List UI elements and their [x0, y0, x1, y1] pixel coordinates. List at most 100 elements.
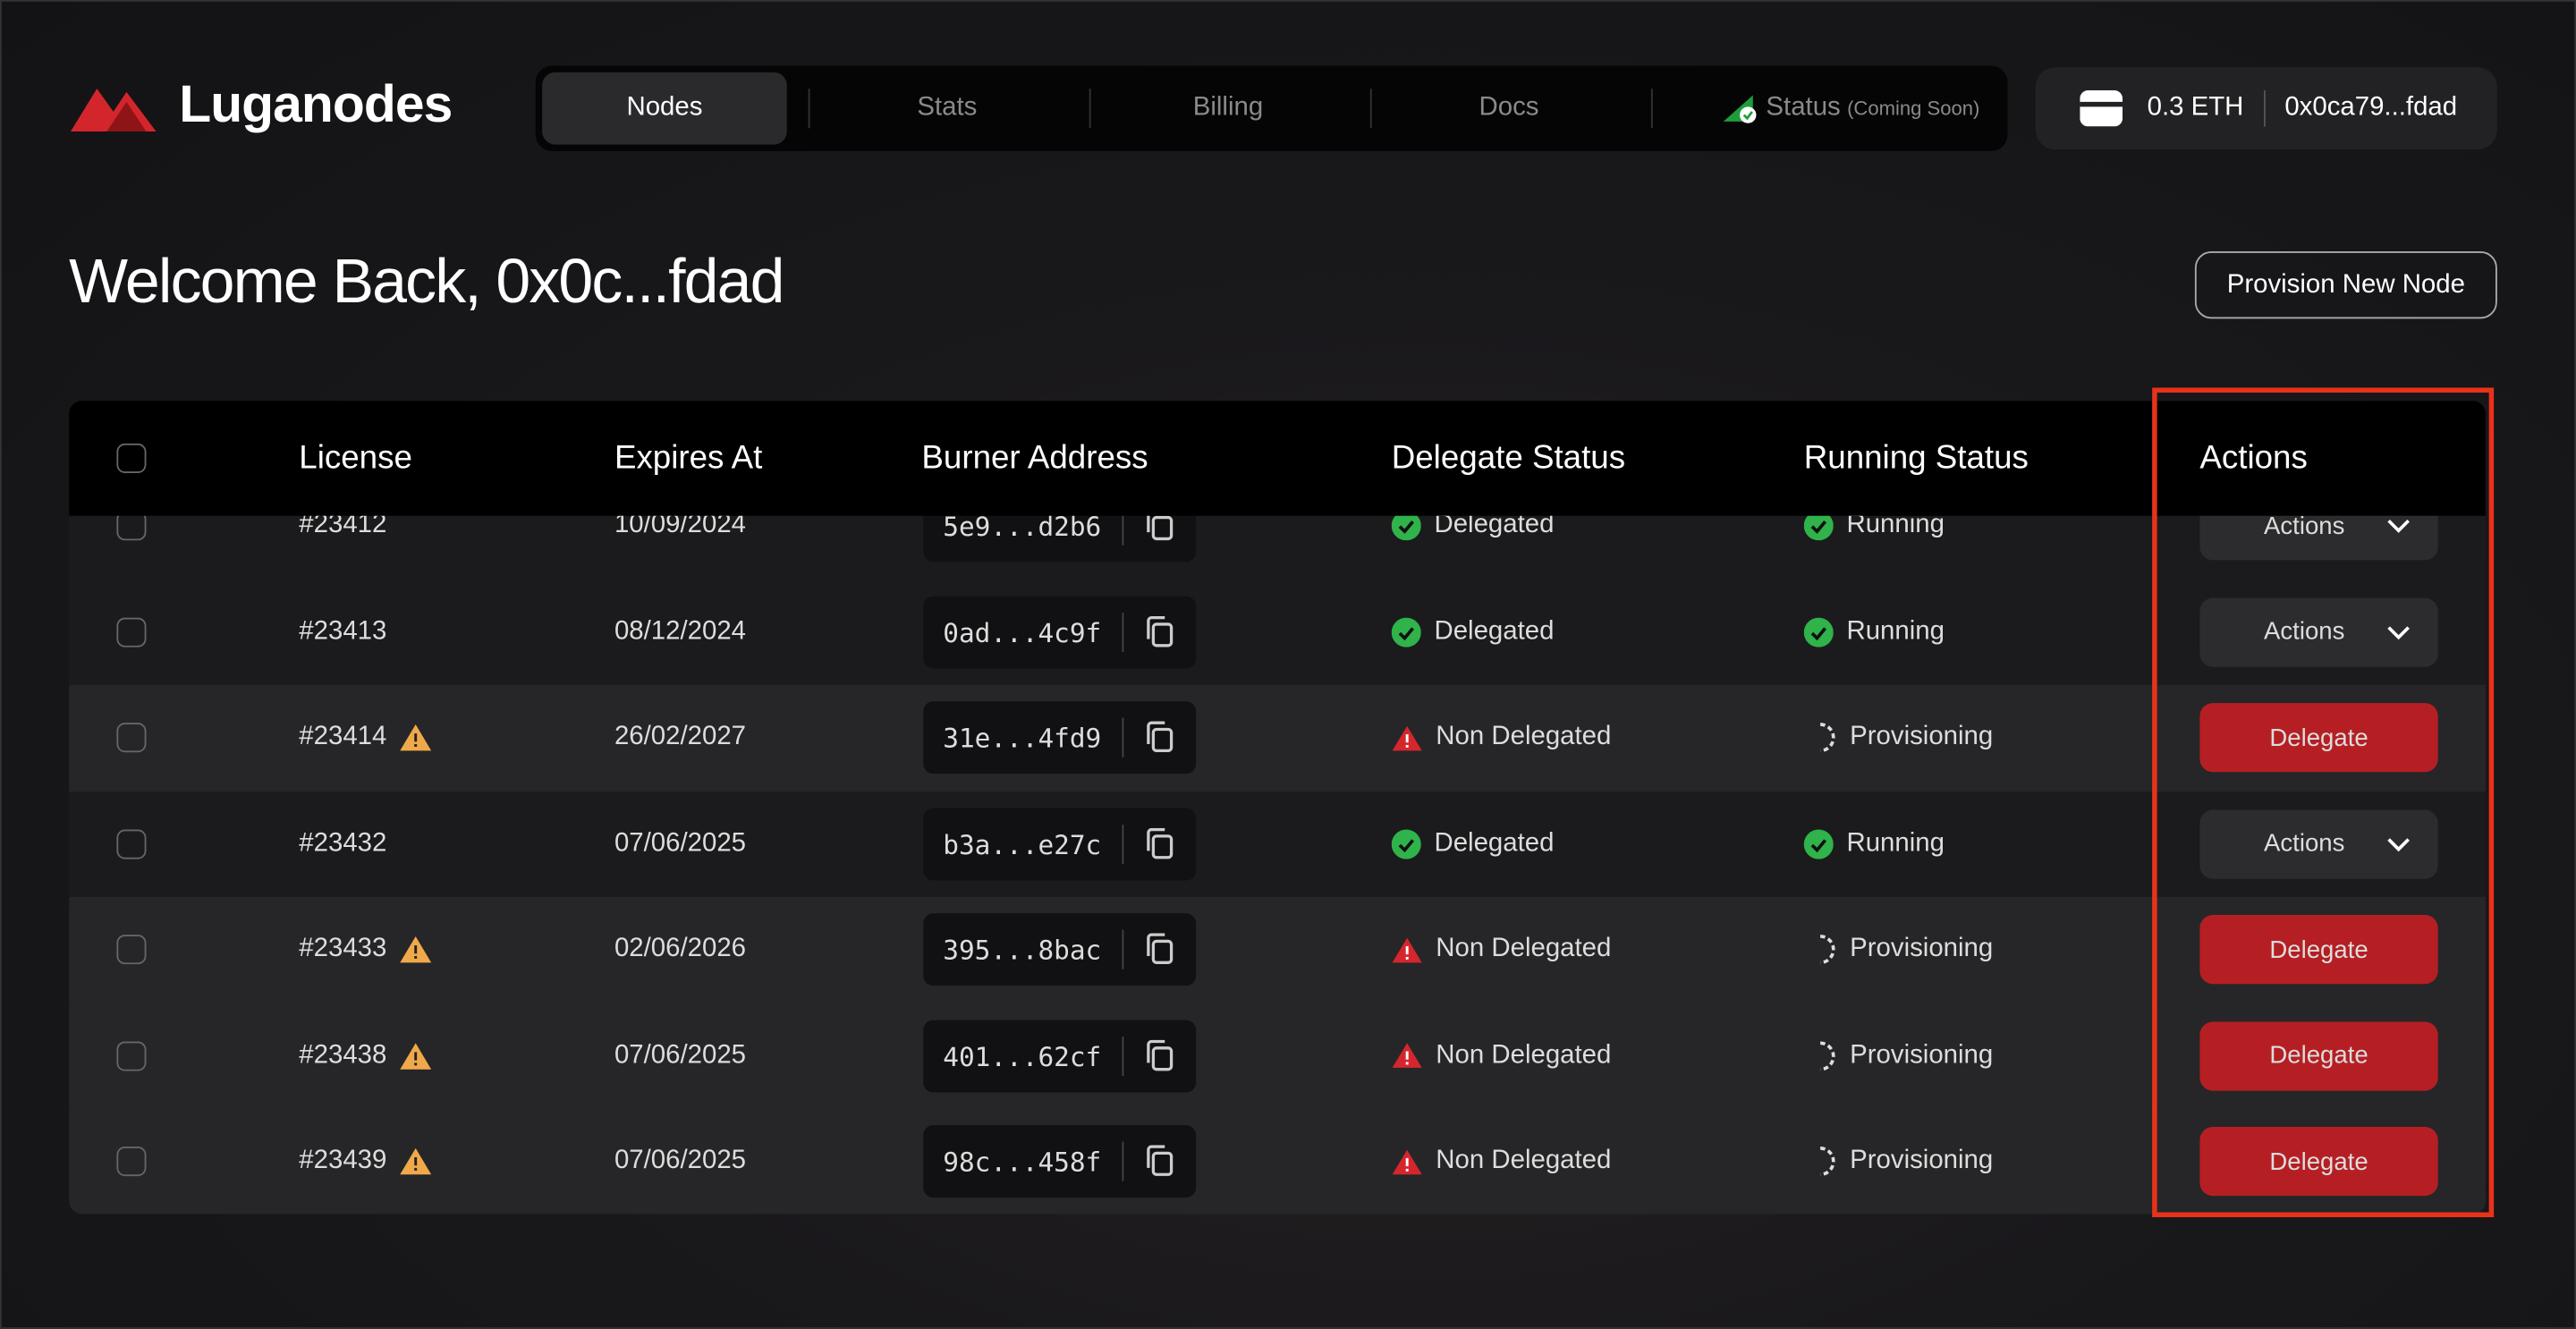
nav-tab[interactable]: Nodes — [542, 72, 787, 145]
running-text: Running — [1846, 616, 1945, 645]
address-text: 0ad...4c9f — [943, 616, 1102, 648]
status-icon — [1803, 616, 1834, 647]
actions-menu[interactable]: Actions — [2199, 597, 2438, 666]
cell: #23439 — [299, 1143, 432, 1179]
row-checkbox[interactable] — [116, 616, 147, 647]
burner-address: 31e...4fd9 — [923, 701, 1197, 775]
status-icon — [1803, 828, 1834, 859]
running-status: Provisioning — [1804, 1143, 1994, 1179]
copy-button[interactable] — [1145, 933, 1174, 966]
delegate-text: Non Delegated — [1436, 723, 1612, 751]
expires-at: 07/06/2025 — [614, 828, 747, 857]
copy-button[interactable] — [1145, 826, 1174, 860]
copy-button[interactable] — [1145, 1038, 1174, 1072]
status-icon — [1803, 511, 1834, 541]
running-text: Provisioning — [1850, 935, 1994, 963]
expires-at: 07/06/2025 — [614, 1040, 747, 1069]
nav-tab[interactable]: Stats — [917, 93, 978, 122]
delegate-button[interactable]: Delegate — [2199, 1020, 2438, 1090]
status-icon — [1804, 721, 1837, 754]
burner-address: 395...8bac — [923, 913, 1197, 986]
table-header: License Expires At Burner Address Delegate … — [69, 401, 2486, 516]
wallet[interactable]: 0.3 ETH 0x0ca79...fdad — [2035, 67, 2497, 150]
running-status: Provisioning — [1804, 931, 1994, 967]
delegate-status: Non Delegated — [1392, 1143, 1611, 1179]
cell: #23414 — [299, 719, 432, 755]
copy-button[interactable] — [1145, 1145, 1174, 1178]
row-checkbox[interactable] — [116, 1040, 147, 1071]
status-note: (Coming Soon) — [1847, 97, 1980, 121]
status-icon — [1804, 1039, 1837, 1072]
expires-at: 08/12/2024 — [614, 616, 747, 645]
running-text: Provisioning — [1850, 1147, 1994, 1175]
table-row: #23439 07/06/2025 98c...458f Non Delegated P… — [69, 1108, 2486, 1215]
divider — [1122, 824, 1124, 864]
status-icon — [1392, 1041, 1423, 1069]
status-icon — [1804, 1145, 1837, 1178]
table-row: #23414 26/02/2027 31e...4fd9 Non Delegated P… — [69, 684, 2486, 791]
status-label: Status — [1766, 93, 1841, 122]
table-row: #23433 02/06/2026 395...8bac Non Delegated P… — [69, 896, 2486, 1003]
cell: #23432 — [299, 825, 386, 861]
delegate-button[interactable]: Delegate — [2199, 1127, 2438, 1197]
address-text: 401...62cf — [943, 1040, 1102, 1072]
row-checkbox[interactable] — [116, 723, 147, 753]
delegate-button[interactable]: Delegate — [2199, 915, 2438, 985]
status-icon — [1804, 933, 1837, 966]
delegate-status: Non Delegated — [1392, 719, 1612, 755]
column-header: Burner Address — [921, 440, 1148, 477]
warning-icon — [400, 723, 433, 752]
wallet-icon — [2080, 90, 2123, 127]
license: #23413 — [299, 616, 387, 645]
divider — [1122, 717, 1124, 758]
address-text: 395...8bac — [943, 935, 1102, 967]
provision-button[interactable]: Provision New Node — [2194, 251, 2497, 319]
column-header: Expires At — [614, 440, 763, 477]
status-icon — [1391, 511, 1421, 541]
address-text: 31e...4fd9 — [943, 723, 1102, 755]
delegate-text: Delegated — [1434, 616, 1555, 645]
delegate-text: Non Delegated — [1436, 935, 1612, 963]
expires-at: 07/06/2025 — [614, 1147, 747, 1175]
nav-tab[interactable]: Billing — [1192, 93, 1264, 122]
delegate-status: Non Delegated — [1392, 1037, 1611, 1073]
divider — [2263, 90, 2266, 127]
delegate-button[interactable]: Delegate — [2199, 703, 2438, 773]
chevron — [2387, 518, 2411, 534]
select-all-checkbox[interactable] — [116, 443, 147, 473]
running-status: Running — [1803, 825, 1945, 861]
brand-name: Luganodes — [179, 73, 453, 133]
action-label: Actions — [2264, 512, 2345, 540]
running-status: Provisioning — [1804, 719, 1993, 755]
cell: #23438 — [299, 1037, 432, 1073]
column-header: Running Status — [1803, 440, 2029, 477]
nav-tab[interactable]: Docs — [1479, 93, 1539, 122]
action-label: Delegate — [2269, 1147, 2368, 1176]
warning-icon — [400, 1041, 433, 1071]
row-checkbox[interactable] — [116, 1147, 147, 1177]
license: #23438 — [299, 1040, 387, 1069]
nav-tab[interactable]: Status (Coming Soon) — [1694, 72, 2006, 145]
brand[interactable]: Luganodes — [70, 73, 453, 135]
address-text: 5e9...d2b6 — [943, 511, 1102, 543]
actions-menu[interactable]: Actions — [2199, 808, 2438, 878]
license: #23432 — [299, 828, 387, 857]
copy-button[interactable] — [1145, 721, 1174, 754]
logo — [70, 88, 157, 131]
license: #23433 — [299, 935, 387, 963]
license: #23414 — [299, 723, 387, 751]
divider — [1122, 1141, 1124, 1181]
status-icon — [1391, 616, 1421, 647]
row-checkbox[interactable] — [116, 935, 147, 965]
expires-at: 26/02/2027 — [614, 723, 747, 751]
burner-address: b3a...e27c — [923, 807, 1197, 880]
copy-button[interactable] — [1145, 615, 1174, 648]
delegate-text: Delegated — [1434, 828, 1555, 857]
cell: #23433 — [299, 931, 432, 967]
chevron — [2387, 623, 2411, 639]
table-row: #23438 07/06/2025 401...62cf Non Delegated P… — [69, 1003, 2486, 1109]
row-checkbox[interactable] — [116, 828, 147, 859]
license: #23439 — [299, 1147, 387, 1175]
